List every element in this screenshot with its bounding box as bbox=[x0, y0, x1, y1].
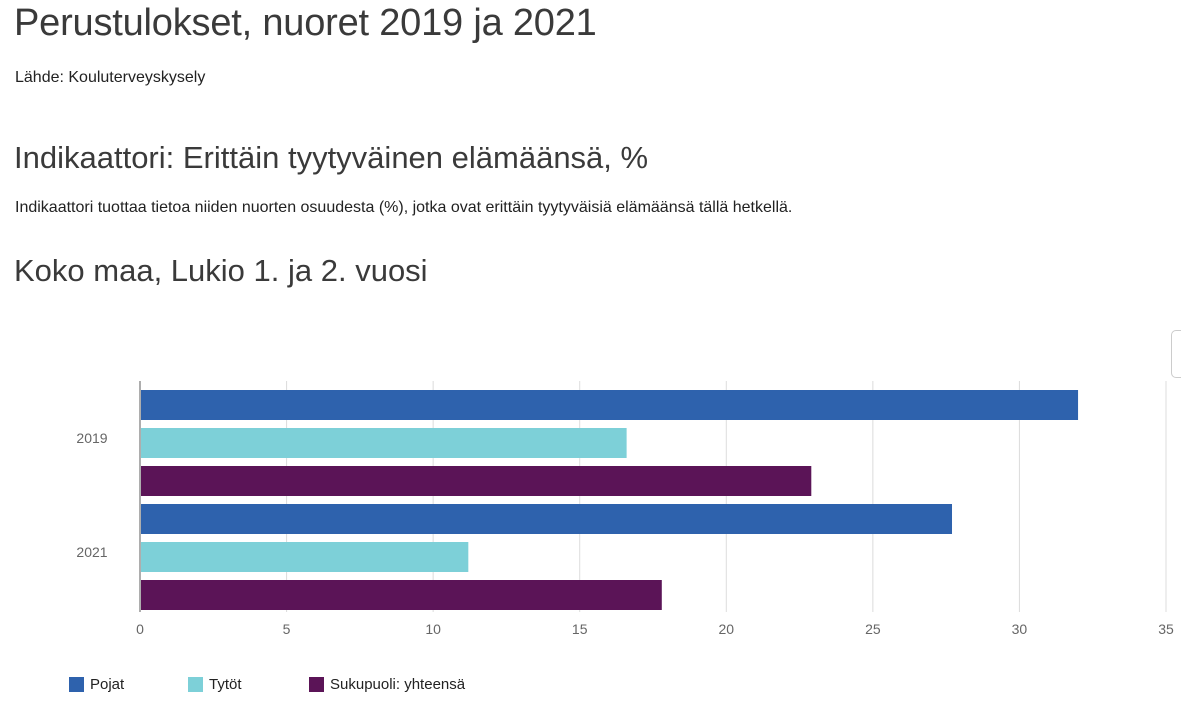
bar-pojat-2021[interactable] bbox=[141, 504, 953, 534]
chart-title: Koko maa, Lukio 1. ja 2. vuosi bbox=[14, 253, 428, 288]
legend-label: Pojat bbox=[90, 676, 125, 693]
legend-swatch bbox=[309, 677, 324, 692]
legend-label: Sukupuoli: yhteensä bbox=[330, 676, 466, 693]
y-category-label: 2019 bbox=[76, 430, 107, 446]
legend-item[interactable]: Pojat bbox=[69, 676, 124, 693]
source-text: Lähde: Kouluterveyskysely bbox=[15, 69, 206, 86]
bar-tyt-t-2019[interactable] bbox=[141, 428, 627, 458]
side-panel-tab[interactable] bbox=[1171, 330, 1181, 378]
x-tick-label: 25 bbox=[865, 621, 881, 637]
indicator-description: Indikaattori tuottaa tietoa niiden nuort… bbox=[15, 199, 793, 216]
x-tick-label: 10 bbox=[425, 621, 441, 637]
legend-swatch bbox=[188, 677, 203, 692]
x-tick-label: 15 bbox=[572, 621, 588, 637]
page-title: Perustulokset, nuoret 2019 ja 2021 bbox=[14, 2, 597, 44]
x-tick-label: 30 bbox=[1012, 621, 1028, 637]
legend-item[interactable]: Sukupuoli: yhteensä bbox=[309, 676, 465, 693]
legend-swatch bbox=[69, 677, 84, 692]
indicator-title: Indikaattori: Erittäin tyytyväinen elämä… bbox=[14, 140, 649, 175]
bar-pojat-2019[interactable] bbox=[141, 390, 1079, 420]
legend-item[interactable]: Tytöt bbox=[188, 676, 242, 693]
bar-tyt-t-2021[interactable] bbox=[141, 542, 469, 572]
bar-sukupuoli-yhteens--2021[interactable] bbox=[141, 580, 662, 610]
x-tick-label: 20 bbox=[718, 621, 734, 637]
chart-legend: Pojat Tytöt Sukupuoli: yhteensä bbox=[0, 676, 1181, 698]
x-tick-label: 35 bbox=[1158, 621, 1174, 637]
bar-sukupuoli-yhteens--2019[interactable] bbox=[141, 466, 812, 496]
legend-label: Tytöt bbox=[209, 676, 242, 693]
x-tick-label: 5 bbox=[283, 621, 291, 637]
x-tick-label: 0 bbox=[136, 621, 144, 637]
y-category-label: 2021 bbox=[76, 544, 107, 560]
